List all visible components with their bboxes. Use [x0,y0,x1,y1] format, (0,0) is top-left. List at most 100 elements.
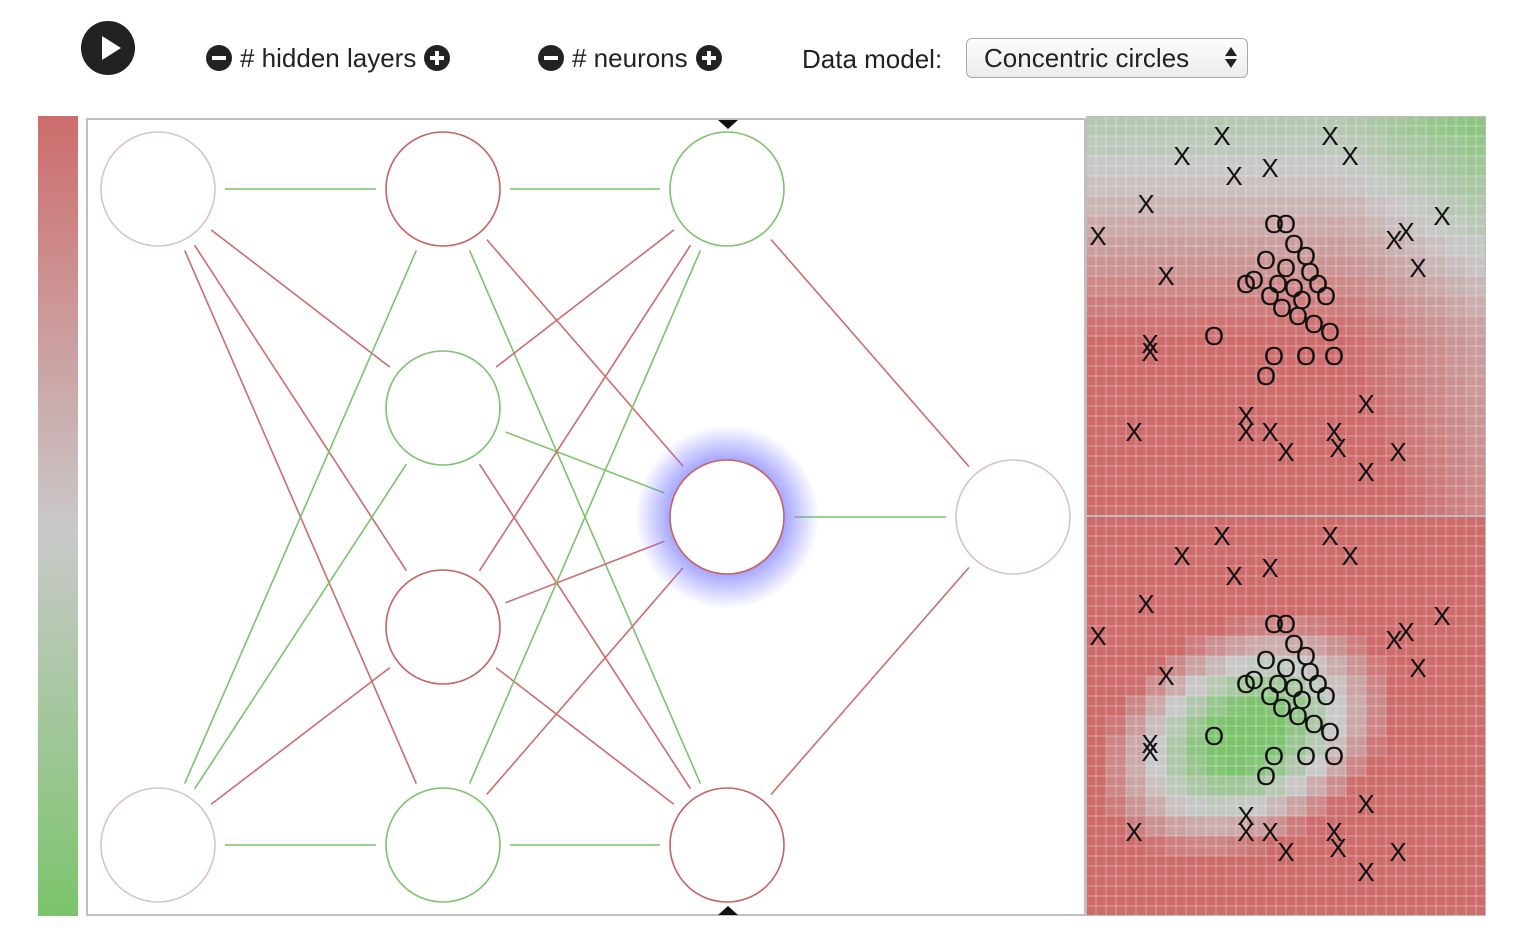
heatmap-cell [1406,176,1427,197]
heatmap-cell [1346,596,1367,617]
heatmap-cell [1426,196,1447,217]
heatmap-cell [1466,776,1486,797]
heatmap-cell [1186,276,1207,297]
heatmap-cell [1346,416,1367,437]
heatmap-cell [1106,276,1127,297]
neuron-node[interactable] [385,569,501,685]
heatmap-cell [1246,196,1267,217]
heatmap-cell [1226,556,1247,577]
heatmap-cell [1366,496,1387,516]
heatmap-cell [1086,236,1107,257]
heatmap-cell [1246,176,1267,197]
add-neuron-button[interactable] [695,45,722,71]
heatmap-cell [1186,476,1207,497]
remove-neuron-button[interactable] [538,45,564,71]
heatmap-cell [1366,116,1387,137]
heatmap-cell [1306,296,1327,317]
sample-point-o: O [1284,673,1304,703]
heatmap-cell [1366,156,1387,177]
sample-point-o: O [1296,741,1316,771]
heatmap-cell [1286,656,1307,677]
heatmap-cell [1126,236,1147,257]
heatmap-cell [1386,476,1407,497]
neuron-node[interactable] [669,787,785,903]
neuron-node[interactable] [100,131,216,247]
heatmap-cell [1086,156,1107,177]
heatmap-cell [1106,496,1127,516]
heatmap-cell [1106,416,1127,437]
data-model-select[interactable]: Concentric circles [966,38,1248,78]
heatmap-cell [1366,196,1387,217]
heatmap-cell [1346,736,1367,757]
heatmap-cell [1366,456,1387,477]
heatmap-cell [1206,356,1227,377]
heatmap-cell [1346,396,1367,417]
heatmap-cell [1126,416,1147,437]
heatmap-cell [1326,116,1347,137]
heatmap-cell [1466,796,1486,817]
heatmap-cell [1246,896,1267,916]
heatmap-cell [1166,696,1187,717]
play-button[interactable] [81,21,135,75]
heatmap-cell [1426,676,1447,697]
heatmap-cell [1266,216,1287,237]
sample-point-x: X [1385,225,1402,255]
heatmap-cell [1126,356,1147,377]
heatmap-cell [1146,716,1167,737]
sample-point-o: O [1324,741,1344,771]
heatmap-cell [1306,696,1327,717]
heatmap-cell [1166,596,1187,617]
heatmap-cell [1406,756,1427,777]
sample-point-x: X [1389,837,1406,867]
heatmap-cell [1206,896,1227,916]
heatmap-cell [1306,676,1327,697]
heatmap-cell [1446,576,1467,597]
heatmap-cell [1366,256,1387,277]
heatmap-cell [1086,516,1107,537]
heatmap-cell [1106,716,1127,737]
heatmap-cell [1086,776,1107,797]
neuron-node[interactable] [100,787,216,903]
heatmap-cell [1306,276,1327,297]
heatmap-cell [1386,896,1407,916]
heatmap-cell [1446,456,1467,477]
sample-point-x: X [1357,857,1374,887]
neuron-node[interactable] [385,787,501,903]
add-layer-button[interactable] [424,45,451,71]
sample-point-x: X [1213,121,1230,151]
heatmap-cell [1426,576,1447,597]
heatmap-cell [1426,836,1447,857]
heatmap-cell [1106,316,1127,337]
neuron-node[interactable] [955,459,1071,575]
neuron-node[interactable] [385,131,501,247]
heatmap-cell [1286,116,1307,137]
heatmap-cell [1106,896,1127,916]
heatmap-cell [1106,476,1127,497]
heatmap-cell [1346,276,1367,297]
heatmap-cell [1226,656,1247,677]
neuron-node[interactable] [385,350,501,466]
heatmap-cell [1246,336,1267,357]
sample-point-o: O [1304,709,1324,739]
sample-point-o: O [1296,341,1316,371]
heatmap-cell [1426,416,1447,437]
heatmap-cell [1426,556,1447,577]
heatmap-cell [1106,736,1127,757]
heatmap-cell [1146,336,1167,357]
heatmap-cell [1206,396,1227,417]
heatmap-cell [1126,156,1147,177]
heatmap-cell [1386,416,1407,437]
heatmap-cell [1386,296,1407,317]
heatmap-cell [1346,356,1367,377]
heatmap-cell [1086,416,1107,437]
sample-point-x: X [1433,601,1450,631]
heatmap-cell [1306,216,1327,237]
remove-layer-button[interactable] [206,45,232,71]
heatmap-cell [1346,756,1367,777]
sample-point-x: X [1409,653,1426,683]
heatmap-cell [1246,856,1267,877]
sample-point-o: O [1288,301,1308,331]
heatmap-cell [1406,236,1427,257]
neuron-node[interactable] [669,131,785,247]
neuron-node[interactable] [669,459,785,575]
